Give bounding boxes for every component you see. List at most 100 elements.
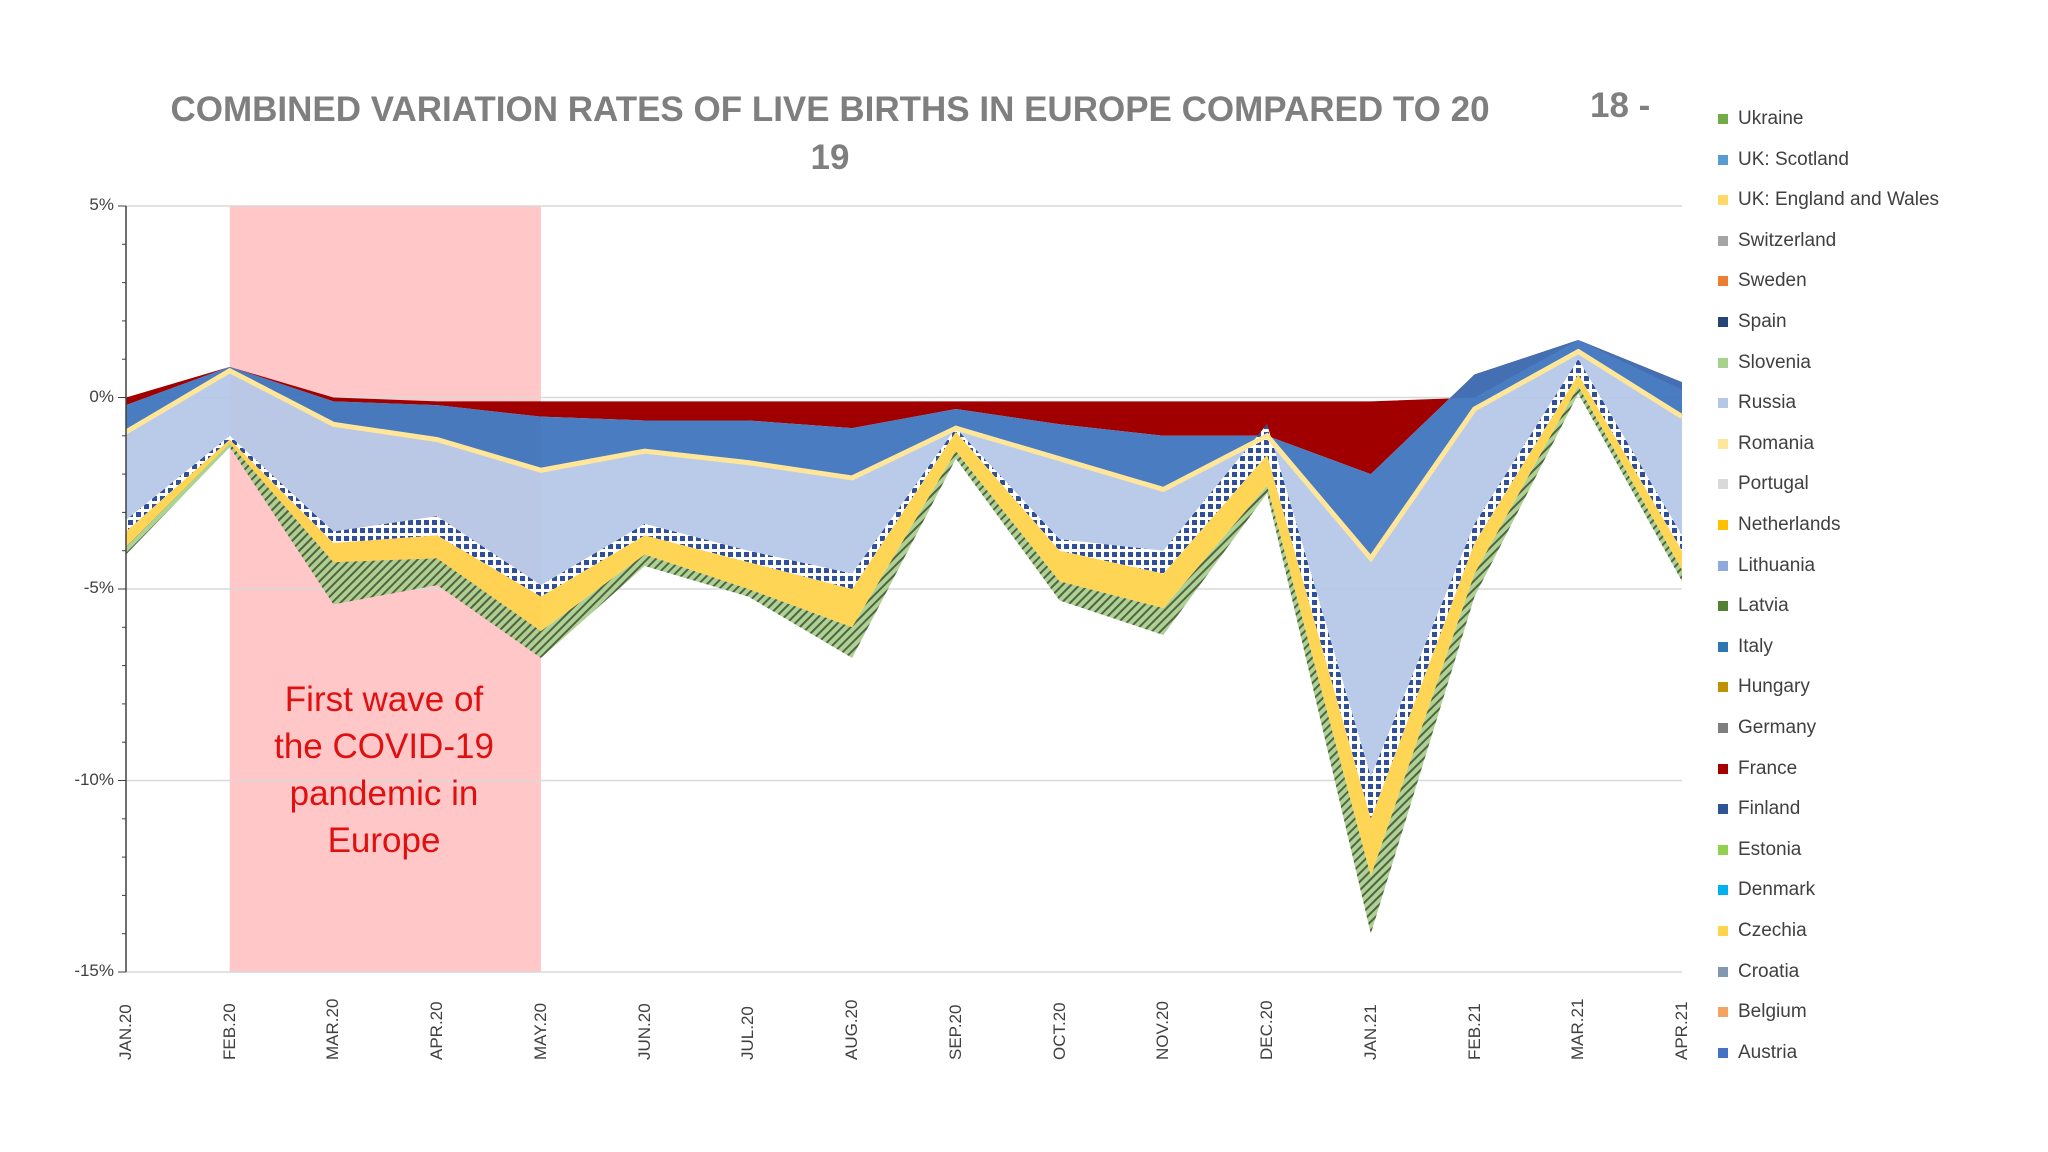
legend-swatch <box>1718 520 1728 530</box>
annotation-line: First wave of <box>284 680 484 719</box>
x-tick-label: APR.20 <box>427 1001 447 1060</box>
x-tick-label: JAN.20 <box>116 1004 135 1060</box>
legend-label: Denmark <box>1738 879 1816 901</box>
legend-swatch <box>1718 276 1728 287</box>
legend-swatch <box>1718 601 1728 612</box>
x-tick-label: MAY.20 <box>530 1002 550 1060</box>
legend-item: Denmark <box>1718 875 1815 905</box>
legend-label: Italy <box>1738 635 1773 657</box>
annotation-line: the COVID-19 <box>274 727 494 766</box>
x-tick-label: AUG.20 <box>842 999 862 1060</box>
legend-item: Netherlands <box>1718 510 1840 540</box>
legend-swatch <box>1718 398 1728 409</box>
legend-label: Estonia <box>1738 838 1802 860</box>
legend-swatch <box>1718 438 1728 449</box>
x-tick-label: FEB.20 <box>219 1003 239 1060</box>
legend-label: Ukraine <box>1738 108 1804 129</box>
legend-label: Switzerland <box>1738 229 1837 251</box>
legend-item: Spain <box>1718 307 1787 337</box>
legend-swatch <box>1718 966 1728 977</box>
legend-item: Slovenia <box>1718 348 1811 378</box>
legend-item: UK: Scotland <box>1718 145 1849 175</box>
chart-title-line1: COMBINED VARIATION RATES OF LIVE BIRTHS … <box>170 90 1490 129</box>
y-tick-label: -15% <box>74 961 114 980</box>
legend-item: France <box>1718 754 1797 784</box>
legend-swatch <box>1718 885 1728 896</box>
legend-label: Slovenia <box>1738 351 1811 373</box>
legend-label: Belgium <box>1738 1001 1807 1023</box>
legend-swatch <box>1718 763 1728 774</box>
legend-swatch <box>1718 235 1728 246</box>
legend-label: Spain <box>1738 311 1787 332</box>
legend-item: Estonia <box>1718 835 1801 865</box>
x-tick-label: JUN.20 <box>634 1003 654 1060</box>
legend-swatch <box>1718 804 1728 815</box>
legend-swatch <box>1718 844 1728 855</box>
legend-label: Hungary <box>1738 676 1810 698</box>
legend-label: Lithuania <box>1738 554 1816 576</box>
x-tick-label: MAR.20 <box>323 998 343 1060</box>
legend-item: Romania <box>1718 429 1814 459</box>
legend-item: Ukraine <box>1718 104 1803 134</box>
legend-label: UK: Scotland <box>1738 148 1849 170</box>
chart-title-suffix: 18 - <box>1590 86 1651 125</box>
legend-item: Croatia <box>1718 957 1799 987</box>
legend-swatch <box>1718 195 1728 206</box>
x-tick-label: DEC.20 <box>1257 1000 1277 1060</box>
annotation-line: pandemic in <box>289 774 479 813</box>
axes <box>118 205 127 973</box>
legend-swatch <box>1718 682 1728 693</box>
legend-item: Latvia <box>1718 591 1789 621</box>
legend-label: Czechia <box>1738 920 1807 941</box>
stacked-areas <box>124 340 1684 934</box>
band-italy <box>126 340 1682 559</box>
y-tick-label: -10% <box>74 769 114 789</box>
legend-swatch <box>1718 641 1728 652</box>
legend-label: Latvia <box>1738 595 1789 617</box>
x-tick-label: FEB.21 <box>1464 1003 1484 1060</box>
legend-item: Belgium <box>1718 997 1807 1027</box>
legend-swatch <box>1718 479 1728 490</box>
legend-swatch <box>1718 560 1728 571</box>
legend-label: UK: England and Wales <box>1738 189 1940 211</box>
legend-label: France <box>1738 757 1798 779</box>
y-tick-label: 5% <box>89 195 114 214</box>
legend-item: Russia <box>1718 388 1796 418</box>
legend-label: Portugal <box>1738 473 1809 495</box>
legend-item: Hungary <box>1718 672 1810 702</box>
chart-title: COMBINED VARIATION RATES OF LIVE BIRTHS … <box>150 86 1510 182</box>
legend-item: Portugal <box>1718 469 1809 499</box>
legend-item: UK: England and Wales <box>1718 185 1939 215</box>
y-tick-label: -5% <box>83 578 114 597</box>
legend-swatch <box>1718 1047 1728 1058</box>
legend-label: Netherlands <box>1738 514 1841 535</box>
legend-swatch <box>1718 317 1728 327</box>
chart-title-line2: 19 <box>810 138 850 177</box>
legend-item: Lithuania <box>1718 551 1815 581</box>
legend-label: Austria <box>1738 1041 1798 1063</box>
y-tick-label: 0% <box>89 386 114 406</box>
legend-label: Germany <box>1738 717 1817 738</box>
legend-item: Switzerland <box>1718 226 1836 256</box>
annotation-line: Europe <box>327 821 441 860</box>
legend-item: Italy <box>1718 632 1773 662</box>
legend-item: Austria <box>1718 1038 1797 1068</box>
x-tick-label: SEP.20 <box>945 1004 965 1060</box>
x-tick-label: NOV.20 <box>1153 1001 1173 1060</box>
legend-item: Germany <box>1718 713 1816 743</box>
x-tick-label: OCT.20 <box>1049 1002 1069 1060</box>
band-romania-edge <box>124 348 1684 563</box>
x-tick-label: APR.21 <box>1672 1001 1691 1060</box>
legend-item: Sweden <box>1718 266 1807 296</box>
legend-swatch <box>1718 723 1728 733</box>
legend-label: Sweden <box>1738 270 1807 292</box>
band-russia <box>126 351 1682 777</box>
legend-swatch <box>1718 154 1728 165</box>
band-france <box>126 340 1682 475</box>
legend-swatch <box>1718 114 1728 124</box>
legend-swatch <box>1718 1007 1728 1018</box>
x-tick-label: JAN.21 <box>1360 1004 1380 1060</box>
legend-item: Czechia <box>1718 916 1807 946</box>
first-wave-annotation: First wave of the COVID-19 pandemic in E… <box>228 676 540 864</box>
